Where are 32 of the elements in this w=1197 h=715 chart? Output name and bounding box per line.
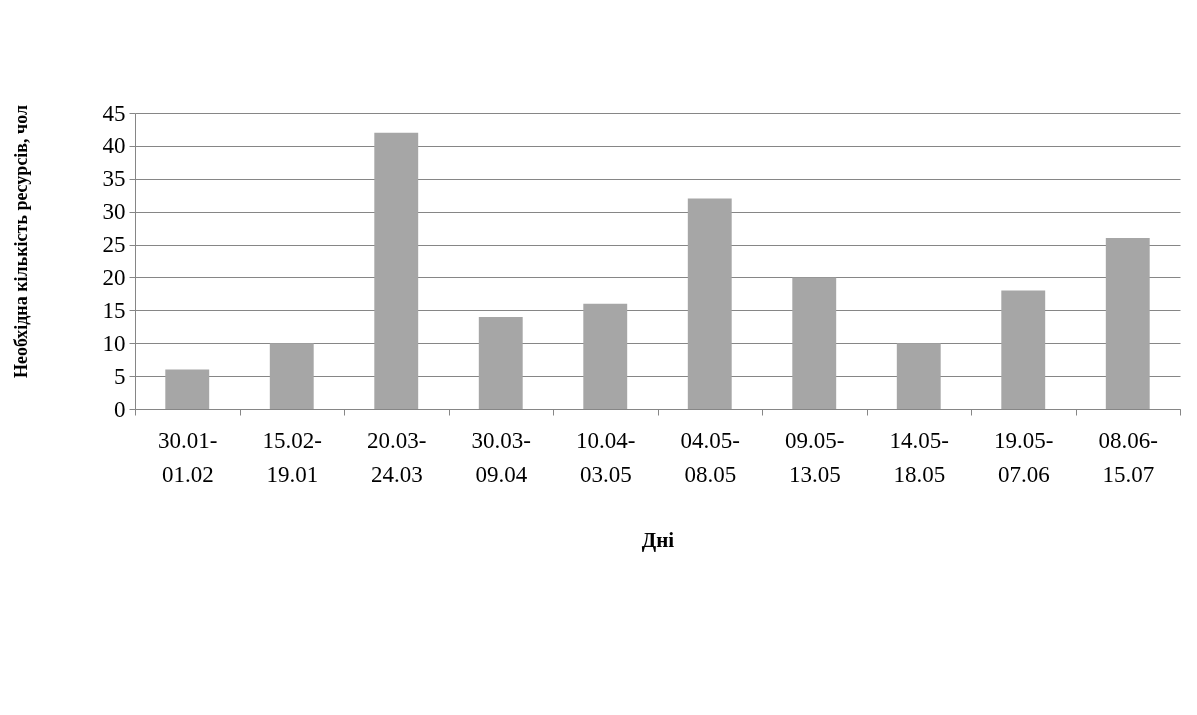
bar: [792, 277, 837, 409]
bar: [1001, 290, 1046, 409]
y-tick-label: 40: [102, 133, 126, 159]
bar: [687, 198, 732, 409]
y-tick-label: 0: [114, 396, 126, 422]
bar: [478, 316, 523, 409]
bar: [583, 303, 628, 409]
x-tick-label: 19.05-07.06: [994, 427, 1054, 487]
x-tick-label: 30.01-01.02: [158, 427, 218, 487]
x-tick-label: 15.02-19.01: [262, 427, 322, 487]
bar: [896, 343, 941, 409]
y-tick-label: 35: [102, 166, 126, 192]
y-tick-label: 10: [102, 330, 126, 356]
x-tick-label: 09.05-13.05: [785, 427, 845, 487]
x-tick-label: 04.05-08.05: [680, 427, 740, 487]
bar: [374, 132, 419, 409]
y-tick-label: 45: [102, 100, 126, 126]
bar: [1105, 237, 1150, 409]
x-tick-label: 20.03-24.03: [367, 427, 427, 487]
bar: [165, 369, 210, 409]
x-axis-title: Дні: [641, 527, 675, 552]
x-tick-label: 14.05-18.05: [889, 427, 949, 487]
y-tick-label: 15: [102, 297, 126, 323]
y-tick-label: 25: [102, 232, 126, 258]
x-tick-label: 30.03-09.04: [471, 427, 531, 487]
bar: [269, 343, 314, 409]
y-tick-label: 20: [102, 264, 126, 290]
x-tick-label: 10.04-03.05: [576, 427, 636, 487]
y-tick-label: 5: [114, 363, 126, 389]
y-tick-label: 30: [102, 199, 126, 225]
y-axis-title: Необхідна кількість ресурсів, чол: [10, 104, 31, 379]
x-tick-label: 08.06-15.07: [1098, 427, 1158, 487]
